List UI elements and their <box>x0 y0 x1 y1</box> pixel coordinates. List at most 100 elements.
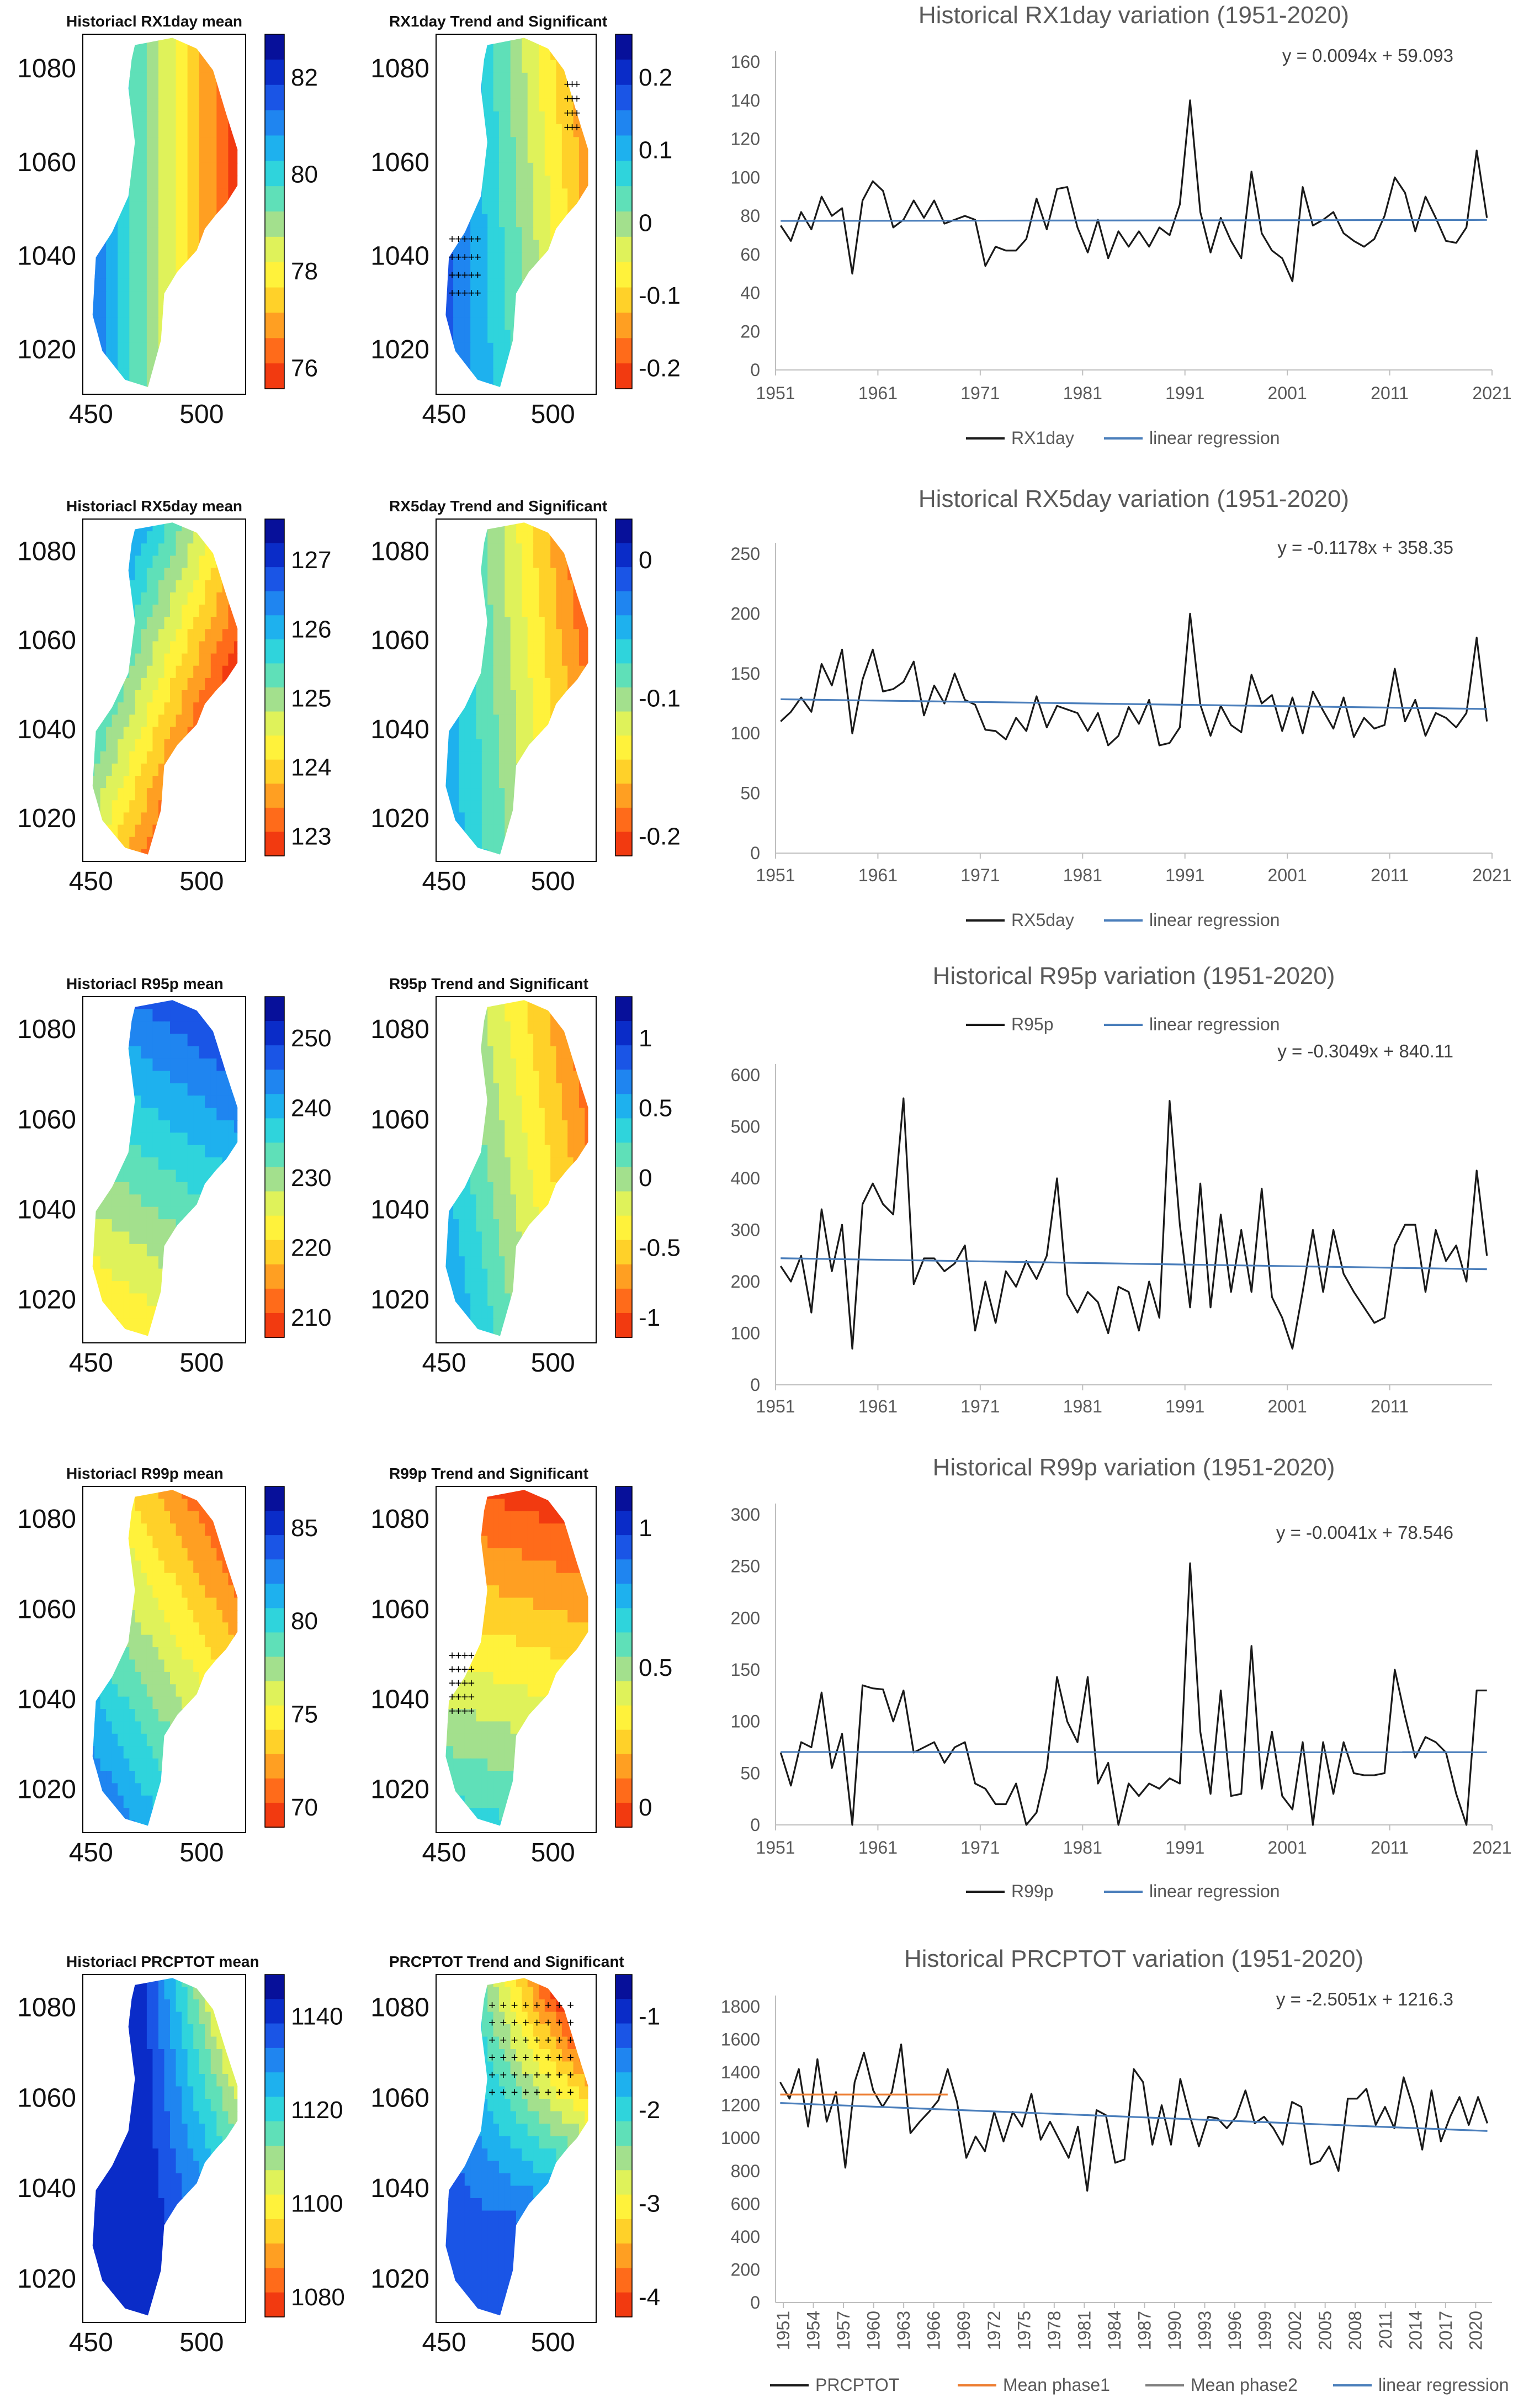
map-cell <box>147 825 153 838</box>
map-cell <box>211 34 217 47</box>
map-cell <box>567 654 574 666</box>
map-cell <box>459 202 465 215</box>
map-cell <box>511 150 517 163</box>
map-cell <box>182 124 188 137</box>
map-cell <box>567 531 574 544</box>
map-cell <box>545 629 551 642</box>
map-cell <box>182 666 188 679</box>
map-cell <box>567 176 574 189</box>
map-cell <box>193 617 200 629</box>
map-cell <box>94 330 101 343</box>
map-cell <box>188 202 194 215</box>
map-cell <box>465 1182 471 1195</box>
legend-label: Mean phase2 <box>1191 2375 1298 2395</box>
map-cell <box>152 240 159 253</box>
map-cell <box>436 253 442 266</box>
map-cell <box>448 531 454 544</box>
map-cell <box>100 343 107 356</box>
map-cell <box>141 1219 147 1232</box>
map-cell <box>222 751 229 764</box>
map-cell <box>89 1207 95 1220</box>
map-cell <box>470 531 476 544</box>
map-cell <box>112 382 119 395</box>
map-cell <box>562 543 568 556</box>
map-cell <box>100 580 107 593</box>
map-cell <box>482 666 488 679</box>
map-cell <box>118 1194 124 1207</box>
map-cell <box>585 702 591 715</box>
map-cell <box>94 150 101 163</box>
map-cell <box>216 60 223 73</box>
map-cell <box>482 751 488 764</box>
map-cell <box>124 60 130 73</box>
map-cell <box>493 715 500 727</box>
map-cell <box>545 137 551 150</box>
map-cell <box>94 1034 101 1046</box>
map-cell <box>193 715 200 727</box>
map-cell <box>228 1120 235 1133</box>
map-cell <box>465 330 471 343</box>
map-cell <box>222 997 229 1009</box>
map-cell <box>482 812 488 825</box>
colorbar-tick: 123 <box>291 823 331 850</box>
map-cell <box>112 1281 119 1294</box>
map-cell <box>222 1083 229 1096</box>
map-cell <box>222 266 229 279</box>
map-cell <box>106 1009 113 1022</box>
map-cell <box>550 330 556 343</box>
map-cell <box>459 1145 465 1158</box>
map-cell <box>188 800 194 813</box>
map-cell <box>487 137 493 150</box>
map-cell <box>487 1108 493 1121</box>
map-cell <box>448 739 454 752</box>
map-cell <box>562 849 568 862</box>
map-cell <box>199 1059 206 1071</box>
map-cell <box>170 1170 177 1183</box>
map-cell <box>193 1132 200 1145</box>
map-cell <box>182 278 188 292</box>
map-cell <box>465 1281 471 1294</box>
map-cell <box>83 715 89 727</box>
map-cell <box>522 1059 528 1071</box>
colorbar-band <box>265 363 284 389</box>
map-cell <box>193 1059 200 1071</box>
map-cell <box>176 1331 183 1343</box>
map-cell <box>158 641 165 654</box>
map-cell <box>585 304 591 317</box>
map-cell <box>112 592 119 605</box>
map-cell <box>533 188 539 202</box>
map-cell <box>567 519 574 532</box>
map-cell <box>556 124 562 137</box>
map-cell <box>511 176 517 189</box>
map-cell <box>152 1071 159 1083</box>
map-cell <box>505 605 511 617</box>
map-cell <box>94 1120 101 1133</box>
map-cell <box>112 188 119 202</box>
map-cell <box>141 825 147 838</box>
map-cell <box>216 1095 223 1108</box>
map-cell <box>222 580 229 593</box>
map-cell <box>487 727 493 739</box>
map-cell <box>211 1256 217 1269</box>
map-cell <box>528 1046 534 1059</box>
map-cell <box>147 1281 153 1294</box>
map-cell <box>567 34 574 47</box>
colorbar-band <box>265 784 284 808</box>
map-cell <box>141 654 147 666</box>
map-cell <box>164 1095 171 1108</box>
map-cell <box>141 1293 147 1306</box>
map-cell <box>118 227 124 240</box>
map-cell <box>465 837 471 850</box>
map-cell <box>459 568 465 581</box>
map-cell <box>100 73 107 86</box>
map-cell <box>511 1244 517 1257</box>
map-cell <box>158 997 165 1009</box>
map-cell <box>89 605 95 617</box>
map-cell <box>234 641 241 654</box>
map-cell <box>193 47 200 60</box>
map-cell <box>448 1231 454 1244</box>
map-cell <box>234 1022 241 1034</box>
map-cell <box>453 163 459 176</box>
map-cell <box>459 1231 465 1244</box>
map-cell <box>585 188 591 202</box>
